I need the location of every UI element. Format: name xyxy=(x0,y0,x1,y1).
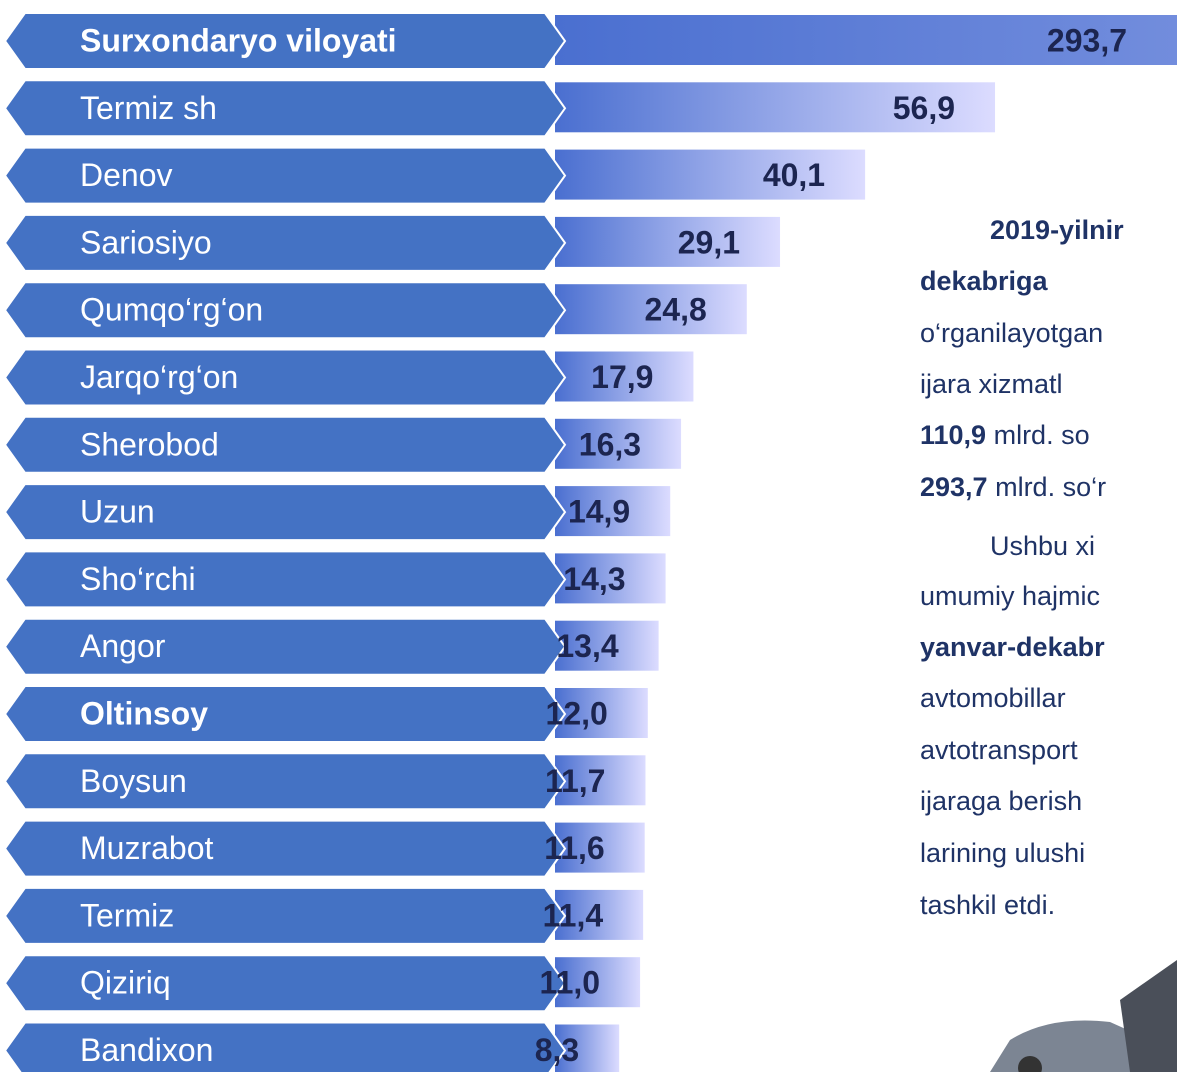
category-label: Jarqo‘rg‘on xyxy=(80,359,238,395)
paragraph-span: Ushbu xi xyxy=(990,531,1095,561)
value-label: 13,4 xyxy=(556,628,618,664)
value-label: 29,1 xyxy=(678,224,740,260)
paragraph-line: 110,9 mlrd. so xyxy=(920,420,1090,450)
paragraph-line: larining ulushi xyxy=(920,838,1085,868)
paragraph-span: umumiy hajmic xyxy=(920,581,1100,611)
value-label: 40,1 xyxy=(763,157,825,193)
paragraph-line: dekabriga xyxy=(920,266,1049,296)
category-label: Qiziriq xyxy=(80,965,171,1001)
paragraph-line: ijaraga berish xyxy=(920,786,1082,816)
category-label: Angor xyxy=(80,628,166,664)
paragraph-line: tashkil etdi. xyxy=(920,890,1055,920)
category-label: Sariosiyo xyxy=(80,224,212,260)
paragraph-line: Ushbu xi xyxy=(990,531,1095,561)
bar xyxy=(555,217,780,267)
paragraph-span: ijaraga berish xyxy=(920,786,1082,816)
paragraph-line: yanvar-dekabr xyxy=(920,632,1105,662)
paragraph-line: ijara xizmatl xyxy=(920,369,1063,399)
paragraph-span: avtotransport xyxy=(920,735,1078,765)
category-label: Termiz sh xyxy=(80,90,217,126)
value-label: 14,9 xyxy=(568,494,630,530)
paragraph-line: 293,7 mlrd. so‘r xyxy=(920,472,1106,502)
value-label: 12,0 xyxy=(546,695,608,731)
paragraph-line: avtotransport xyxy=(920,735,1078,765)
value-label: 11,7 xyxy=(545,763,606,799)
paragraph-span: dekabriga xyxy=(920,266,1049,296)
category-label: Surxondaryo viloyati xyxy=(80,22,397,58)
category-label: Sho‘rchi xyxy=(80,561,196,597)
category-label: Uzun xyxy=(80,494,155,530)
value-label: 17,9 xyxy=(591,359,653,395)
value-label: 8,3 xyxy=(535,1032,579,1068)
paragraph-span: 110,9 xyxy=(920,420,986,450)
paragraph-span: avtomobillar xyxy=(920,683,1066,713)
value-label: 11,6 xyxy=(544,830,605,866)
paragraph-line: o‘rganilayotgan xyxy=(920,318,1103,348)
paragraph-line: 2019-yilnir xyxy=(990,215,1124,245)
value-label: 11,4 xyxy=(543,897,604,933)
category-label: Muzrabot xyxy=(80,830,214,866)
car-illustration xyxy=(990,960,1177,1072)
paragraph-span: 2019-yilnir xyxy=(990,215,1124,245)
paragraph-span: o‘rganilayotgan xyxy=(920,318,1103,348)
paragraph-span: mlrd. so‘r xyxy=(988,472,1107,502)
value-label: 293,7 xyxy=(1047,22,1127,58)
category-label: Bandixon xyxy=(80,1032,213,1068)
paragraph-line: umumiy hajmic xyxy=(920,581,1100,611)
category-label: Boysun xyxy=(80,763,187,799)
paragraph-line: avtomobillar xyxy=(920,683,1066,713)
paragraph-span: ijara xizmatl xyxy=(920,369,1063,399)
category-label: Denov xyxy=(80,157,173,193)
value-label: 16,3 xyxy=(579,426,641,462)
value-label: 14,3 xyxy=(563,561,625,597)
category-label: Oltinsoy xyxy=(80,695,208,731)
category-label: Sherobod xyxy=(80,426,219,462)
category-label: Termiz xyxy=(80,897,174,933)
category-label: Qumqo‘rg‘on xyxy=(80,292,263,328)
value-label: 56,9 xyxy=(893,90,955,126)
paragraph-span: tashkil etdi. xyxy=(920,890,1055,920)
paragraph-span: larining ulushi xyxy=(920,838,1085,868)
value-label: 11,0 xyxy=(540,965,601,1001)
paragraph-span: 293,7 xyxy=(920,472,988,502)
chart: Surxondaryo viloyati 293,7 Termiz sh 56,9 De… xyxy=(0,0,1177,1072)
paragraph-span: mlrd. so xyxy=(986,420,1090,450)
value-label: 24,8 xyxy=(645,292,707,328)
paragraph-span: yanvar-dekabr xyxy=(920,632,1105,662)
